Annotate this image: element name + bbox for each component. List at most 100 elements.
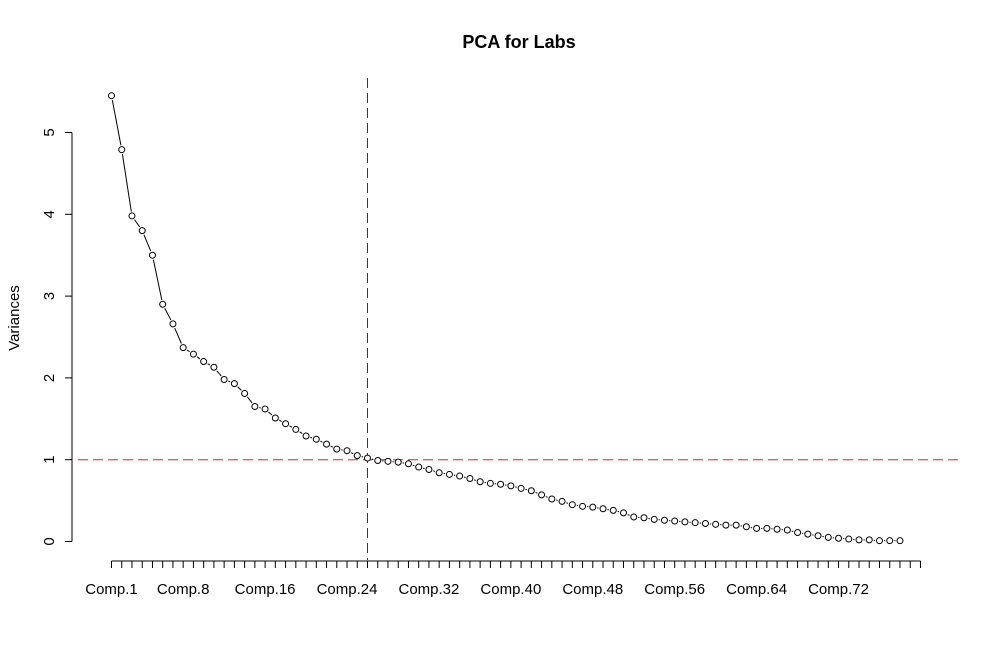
series-segment	[545, 496, 548, 498]
series-segment	[350, 452, 354, 455]
data-point	[169, 320, 177, 328]
data-point	[548, 495, 556, 503]
data-point	[302, 432, 310, 440]
data-point	[466, 475, 474, 483]
data-point	[353, 452, 361, 460]
series-segment	[268, 411, 273, 416]
y-axis: 0 1 2 3 4 5	[41, 128, 73, 546]
data-point	[179, 344, 187, 352]
y-tick-label: 5	[41, 128, 58, 136]
series-segment	[237, 386, 242, 391]
series-segment	[121, 154, 132, 212]
data-point	[159, 300, 167, 308]
data-point	[241, 389, 249, 397]
series-segment	[320, 440, 323, 443]
data-point	[343, 447, 351, 455]
data-point	[445, 470, 453, 478]
data-point	[333, 445, 341, 453]
data-point	[282, 420, 290, 428]
x-tick-label: Comp.40	[480, 581, 541, 598]
data-point	[118, 146, 126, 154]
data-point	[753, 524, 761, 532]
x-tick-label: Comp.56	[644, 581, 705, 598]
series-segment	[134, 219, 141, 228]
y-tick-label: 3	[41, 292, 58, 300]
y-tick-label: 1	[41, 456, 58, 464]
series-segment	[216, 370, 222, 377]
data-point	[230, 380, 238, 388]
data-point	[128, 212, 136, 220]
data-point	[896, 537, 904, 545]
data-point	[814, 532, 822, 540]
reference-lines	[78, 78, 960, 560]
x-tick-label: Comp.1	[85, 581, 138, 598]
data-point	[507, 482, 515, 490]
data-point	[148, 251, 156, 259]
series-segment	[143, 234, 152, 252]
x-tick-label: Comp.72	[808, 581, 869, 598]
series-segment	[174, 327, 182, 344]
x-tick-label: Comp.48	[562, 581, 623, 598]
data-point	[701, 520, 709, 528]
data-point	[640, 514, 648, 522]
data-point	[609, 506, 617, 514]
data-point	[804, 530, 812, 538]
data-point	[660, 516, 668, 524]
data-point	[589, 503, 597, 511]
x-tick-label: Comp.64	[726, 581, 787, 598]
data-point	[538, 491, 546, 499]
data-point	[476, 478, 484, 486]
series-segment	[566, 502, 569, 504]
y-axis-label: Variances	[6, 285, 23, 351]
series-segment	[310, 436, 313, 439]
series-group	[108, 92, 904, 545]
data-point	[138, 227, 146, 235]
series-segment	[412, 464, 415, 467]
series-segment	[152, 259, 163, 300]
series-segment	[246, 396, 253, 404]
data-point	[722, 521, 730, 529]
data-point	[312, 435, 320, 443]
data-point	[486, 479, 494, 487]
chart-title: PCA for Labs	[462, 32, 575, 52]
data-point	[323, 440, 331, 448]
data-point	[200, 358, 208, 366]
data-point	[845, 535, 853, 543]
data-point	[497, 480, 505, 488]
series-segment	[196, 356, 201, 360]
series-segment	[186, 349, 190, 353]
series-segment	[433, 470, 436, 472]
data-point	[579, 502, 587, 510]
data-point	[517, 484, 525, 492]
data-point	[794, 529, 802, 537]
x-tick-label: Comp.8	[157, 581, 210, 598]
data-point	[783, 526, 791, 534]
data-point	[364, 454, 371, 462]
data-point	[415, 463, 423, 471]
data-point	[835, 534, 843, 542]
series-segment	[535, 491, 538, 494]
y-tick-label: 2	[41, 374, 58, 382]
data-point	[773, 525, 781, 533]
data-point	[742, 523, 750, 531]
series-segment	[279, 419, 282, 422]
series-segment	[330, 445, 333, 448]
data-point	[558, 497, 566, 505]
data-point	[886, 537, 894, 545]
y-tick-label: 4	[41, 210, 58, 218]
data-point	[384, 457, 392, 465]
data-point	[435, 469, 443, 477]
data-point	[865, 536, 873, 544]
series-segment	[111, 100, 122, 146]
data-point	[650, 515, 658, 523]
data-point	[374, 457, 382, 465]
series-segment	[627, 514, 630, 516]
data-point	[108, 92, 115, 100]
x-tick-label: Comp.24	[317, 581, 378, 598]
data-point	[220, 376, 228, 384]
data-point	[251, 403, 259, 411]
data-point	[210, 363, 218, 371]
data-point	[261, 405, 269, 413]
data-point	[189, 350, 197, 358]
